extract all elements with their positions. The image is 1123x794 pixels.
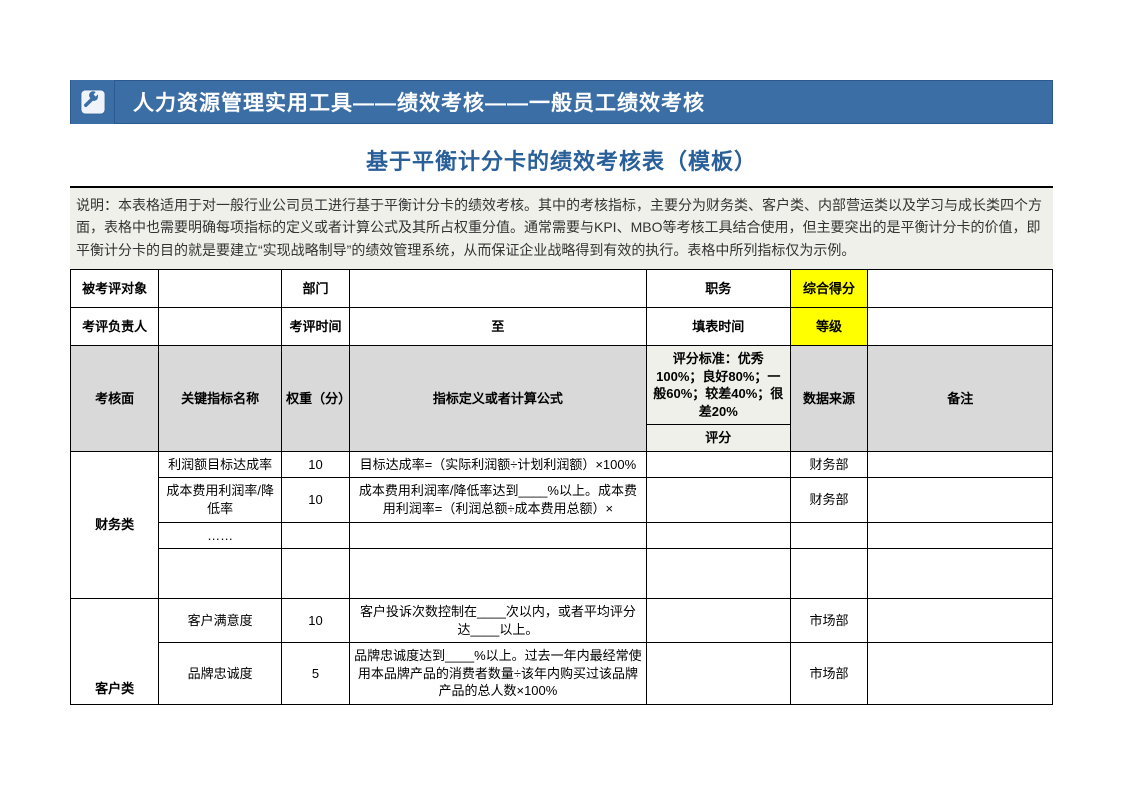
finance-src-0: 财务部 <box>790 451 868 478</box>
customer-src-0: 市场部 <box>790 599 868 643</box>
finance-def-3 <box>349 549 646 599</box>
wrench-icon <box>71 80 115 124</box>
customer-score-1 <box>647 643 791 705</box>
finance-kpi-2: …… <box>159 522 282 549</box>
col-data-source: 数据来源 <box>790 346 868 452</box>
field-subject <box>159 270 282 308</box>
col-criteria: 评分标准：优秀100%；良好80%；一般60%；较差40%；很差20% <box>647 346 791 425</box>
col-score: 评分 <box>647 425 791 452</box>
field-total-score <box>868 270 1053 308</box>
label-reviewer: 考评负责人 <box>71 308 159 346</box>
label-subject: 被考评对象 <box>71 270 159 308</box>
group-finance: 财务类 <box>71 451 159 598</box>
customer-weight-0: 10 <box>282 599 350 643</box>
finance-def-2 <box>349 522 646 549</box>
finance-weight-2 <box>282 522 350 549</box>
col-weight: 权重（分） <box>282 346 350 452</box>
label-position: 职务 <box>647 270 791 308</box>
field-reviewer <box>159 308 282 346</box>
label-fill-time: 填表时间 <box>647 308 791 346</box>
document-title: 基于平衡计分卡的绩效考核表（模板） <box>70 144 1053 176</box>
label-to: 至 <box>349 308 646 346</box>
finance-kpi-3 <box>159 549 282 599</box>
customer-remark-0 <box>868 599 1053 643</box>
customer-kpi-0: 客户满意度 <box>159 599 282 643</box>
customer-score-0 <box>647 599 791 643</box>
header-title: 人力资源管理实用工具——绩效考核——一般员工绩效考核 <box>115 87 705 117</box>
label-total-score: 综合得分 <box>790 270 868 308</box>
finance-score-0 <box>647 451 791 478</box>
finance-score-3 <box>647 549 791 599</box>
group-customer: 客户类 <box>71 599 159 705</box>
header-bar: 人力资源管理实用工具——绩效考核——一般员工绩效考核 <box>70 80 1053 124</box>
finance-def-1: 成本费用利润率/降低率达到____%以上。成本费用利润率=（利润总额÷成本费用总… <box>349 478 646 522</box>
finance-remark-0 <box>868 451 1053 478</box>
finance-src-3 <box>790 549 868 599</box>
scorecard-table: 被考评对象 部门 职务 综合得分 考评负责人 考评时间 至 填表时间 等级 考核… <box>70 269 1053 705</box>
customer-remark-1 <box>868 643 1053 705</box>
customer-kpi-1: 品牌忠诚度 <box>159 643 282 705</box>
finance-score-1 <box>647 478 791 522</box>
field-grade <box>868 308 1053 346</box>
label-period: 考评时间 <box>282 308 350 346</box>
finance-def-0: 目标达成率=（实际利润额÷计划利润额）×100% <box>349 451 646 478</box>
col-remark: 备注 <box>868 346 1053 452</box>
customer-def-0: 客户投诉次数控制在____次以内，或者平均评分达____以上。 <box>349 599 646 643</box>
field-dept <box>349 270 646 308</box>
finance-remark-2 <box>868 522 1053 549</box>
label-dept: 部门 <box>282 270 350 308</box>
finance-kpi-0: 利润额目标达成率 <box>159 451 282 478</box>
finance-src-2 <box>790 522 868 549</box>
finance-weight-0: 10 <box>282 451 350 478</box>
finance-src-1: 财务部 <box>790 478 868 522</box>
description-text: 说明：本表格适用于对一般行业公司员工进行基于平衡计分卡的绩效考核。其中的考核指标… <box>70 186 1053 269</box>
label-grade: 等级 <box>790 308 868 346</box>
customer-src-1: 市场部 <box>790 643 868 705</box>
finance-remark-3 <box>868 549 1053 599</box>
finance-weight-1: 10 <box>282 478 350 522</box>
finance-kpi-1: 成本费用利润率/降低率 <box>159 478 282 522</box>
col-aspect: 考核面 <box>71 346 159 452</box>
col-kpi-name: 关键指标名称 <box>159 346 282 452</box>
col-definition: 指标定义或者计算公式 <box>349 346 646 452</box>
finance-remark-1 <box>868 478 1053 522</box>
finance-weight-3 <box>282 549 350 599</box>
customer-def-1: 品牌忠诚度达到____%以上。过去一年内最经常使用本品牌产品的消费者数量÷该年内… <box>349 643 646 705</box>
customer-weight-1: 5 <box>282 643 350 705</box>
finance-score-2 <box>647 522 791 549</box>
